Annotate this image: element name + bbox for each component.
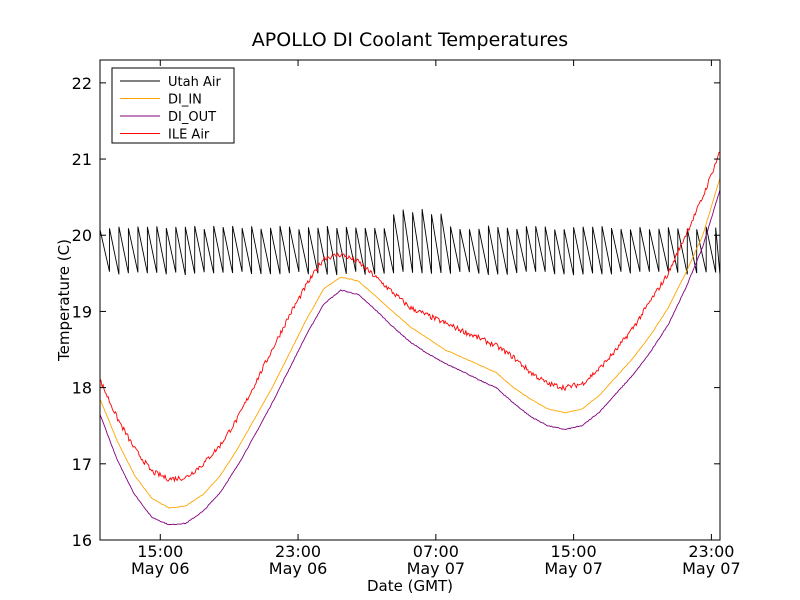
x-tick-label-date: May 07 [682,559,741,578]
series-line-ile-air [100,151,720,483]
x-tick-label-date: May 07 [407,559,466,578]
x-tick-label-time: 07:00 [413,542,459,561]
series-line-di-in [100,177,720,509]
legend: Utah Air DI_IN DI_OUT ILE Air [111,67,235,144]
series-group [100,151,720,526]
legend-label: ILE Air [168,128,210,143]
y-tick-label: 20 [72,226,92,245]
y-tick-label: 18 [72,379,92,398]
x-tick-label-time: 15:00 [137,542,183,561]
plot-area [100,151,720,526]
x-tick-label-time: 23:00 [275,542,321,561]
chart-title: APOLLO DI Coolant Temperatures [252,29,568,51]
legend-label: DI_IN [168,93,202,108]
x-tick-label-date: May 06 [269,559,328,578]
x-tick-label-time: 15:00 [551,542,597,561]
x-axis-label: Date (GMT) [367,577,453,595]
plot-frame [99,59,721,541]
y-tick-label: 21 [72,150,92,169]
legend-label: Utah Air [168,75,221,90]
y-tick-label: 22 [72,74,92,93]
series-line-di-out [100,189,720,526]
legend-label: DI_OUT [168,110,216,125]
x-tick-label-time: 23:00 [688,542,734,561]
y-tick-label: 16 [72,531,92,550]
x-tick-label-date: May 06 [131,559,190,578]
y-axis-label: Temperature (C) [55,239,73,362]
y-tick-label: 19 [72,302,92,321]
series-line-utah-air [100,208,720,276]
x-tick-label-date: May 07 [544,559,603,578]
y-tick-label: 17 [72,455,92,474]
